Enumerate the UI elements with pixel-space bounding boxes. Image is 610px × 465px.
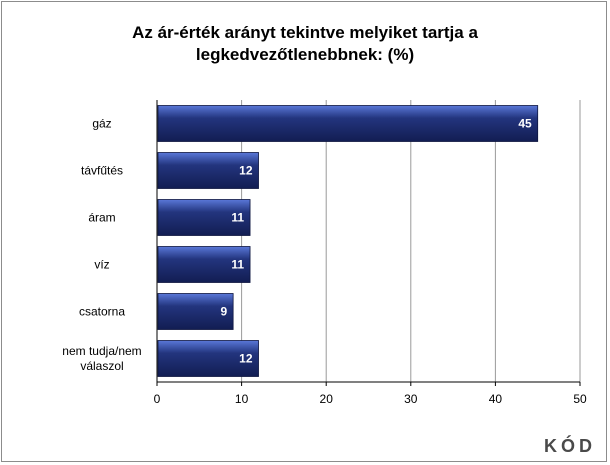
chart-title-line-2: legkedvezőtlenebbnek: (%) [195, 45, 415, 64]
x-tick-label: 50 [573, 392, 587, 406]
x-tick-label: 30 [404, 392, 418, 406]
category-label: távfűtés [81, 164, 123, 178]
bars: 45 12 11 11 9 12 [157, 105, 539, 377]
x-tick-label: 10 [235, 392, 249, 406]
bar-value-label: 45 [518, 117, 532, 131]
bar [157, 105, 539, 142]
category-label: gáz [92, 117, 111, 131]
category-label: nem tudja/nem válaszol [62, 344, 141, 373]
x-axis-tick-labels: 0 10 20 30 40 50 [154, 392, 587, 406]
chart-title: Az ár-érték arányt tekintve melyiket tar… [0, 22, 610, 66]
x-tick-label: 0 [154, 392, 161, 406]
gridlines [156, 100, 581, 386]
bar-value-label: 12 [239, 164, 253, 178]
category-label: víz [94, 258, 109, 272]
kod-logo: KÓD [544, 436, 596, 456]
bar [157, 340, 259, 377]
bar-value-label: 11 [231, 211, 244, 225]
bar-value-label: 9 [220, 305, 227, 319]
chart-title-line-1: Az ár-érték arányt tekintve melyiket tar… [132, 23, 478, 42]
category-label: áram [88, 211, 115, 225]
x-tick-label: 20 [320, 392, 334, 406]
x-tick-label: 40 [489, 392, 503, 406]
bar-value-label: 11 [231, 258, 244, 272]
bar [157, 152, 259, 189]
bar [157, 293, 234, 330]
bar-value-label: 12 [239, 352, 253, 366]
category-labels: gáz távfűtés áram víz csatorna nem tudja/nem v… [62, 117, 141, 374]
category-label: csatorna [79, 305, 125, 319]
bar [157, 199, 251, 236]
bar [157, 246, 251, 283]
